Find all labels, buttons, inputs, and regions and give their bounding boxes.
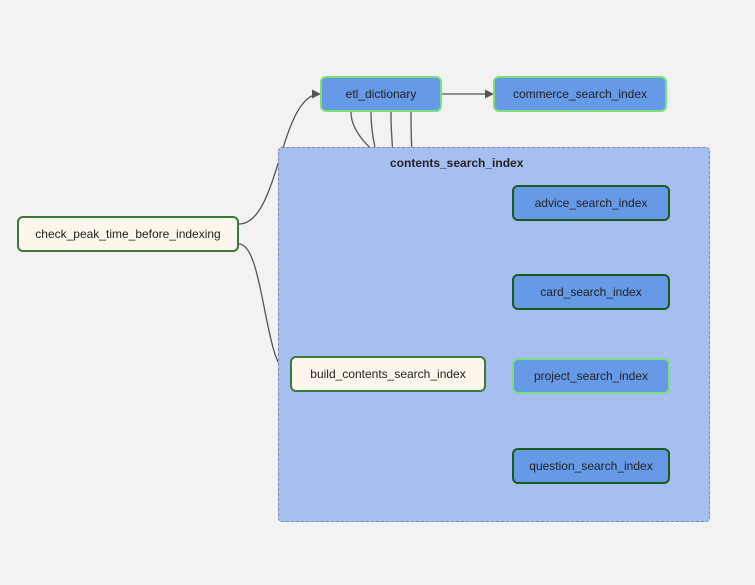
- node-question-search-index[interactable]: question_search_index: [512, 448, 670, 484]
- node-label: check_peak_time_before_indexing: [35, 227, 220, 241]
- node-label: question_search_index: [529, 459, 652, 473]
- node-label: project_search_index: [534, 369, 648, 383]
- node-advice-search-index[interactable]: advice_search_index: [512, 185, 670, 221]
- node-commerce-search-index[interactable]: commerce_search_index: [493, 76, 667, 112]
- node-check-peak-time[interactable]: check_peak_time_before_indexing: [17, 216, 239, 252]
- node-label: advice_search_index: [535, 196, 648, 210]
- node-build-contents-search-index[interactable]: build_contents_search_index: [290, 356, 486, 392]
- node-label: etl_dictionary: [346, 87, 417, 101]
- group-label: contents_search_index: [390, 156, 523, 170]
- node-label: build_contents_search_index: [310, 367, 465, 381]
- node-etl-dictionary[interactable]: etl_dictionary: [320, 76, 442, 112]
- node-label: card_search_index: [540, 285, 641, 299]
- diagram-canvas: contents_search_index check_peak_time_be…: [0, 0, 755, 585]
- node-label: commerce_search_index: [513, 87, 647, 101]
- node-card-search-index[interactable]: card_search_index: [512, 274, 670, 310]
- node-project-search-index[interactable]: project_search_index: [512, 358, 670, 394]
